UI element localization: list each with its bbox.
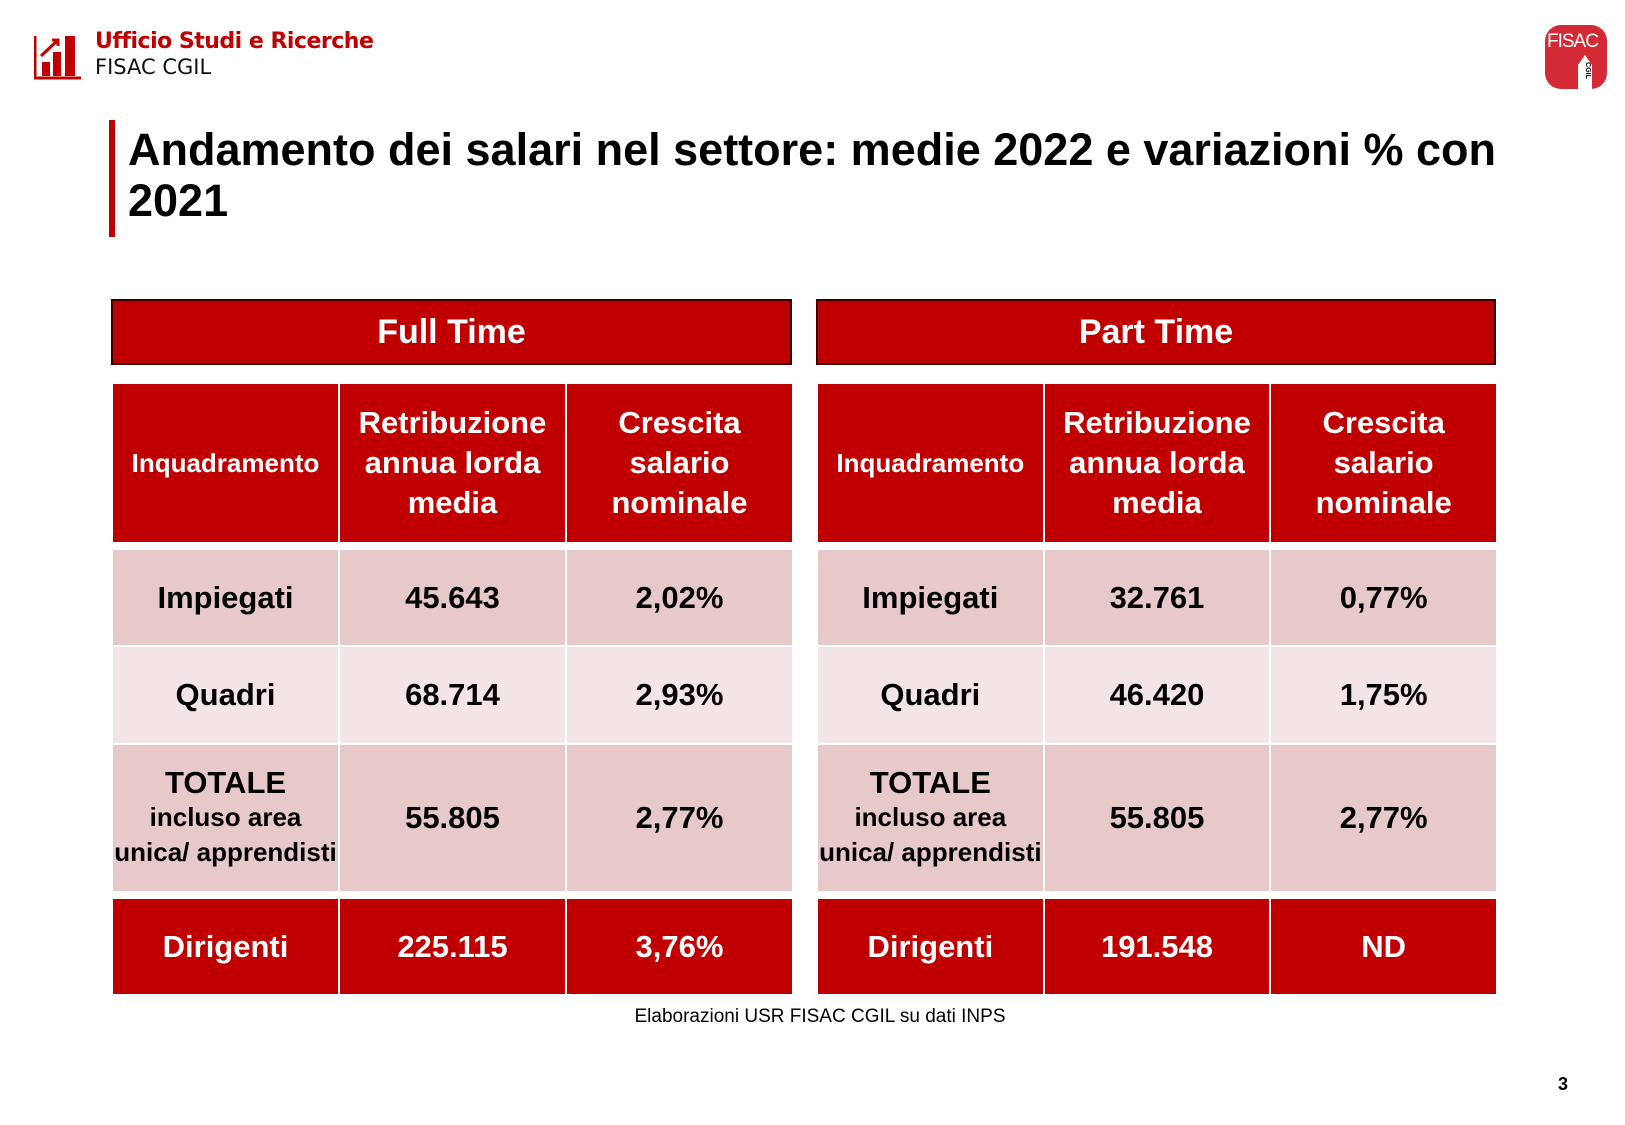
source-note: Elaborazioni USR FISAC CGIL su dati INPS (634, 1006, 1006, 1027)
cell: 32.761 (1044, 550, 1270, 645)
cell: 55.805 (340, 745, 565, 891)
cell: 68.714 (340, 647, 565, 743)
cell: Impiegati (113, 550, 338, 645)
cell: Quadri (818, 647, 1043, 743)
cell: Quadri (113, 647, 338, 743)
table-row: Impiegati 45.643 2,02% (113, 550, 792, 645)
table-row-total: TOTALE incluso area unica/ apprendisti 55.… (113, 745, 792, 891)
cell: 0,77% (1271, 550, 1496, 645)
total-label: TOTALE (869, 765, 991, 800)
cell: 1,75% (1271, 647, 1496, 743)
cell: TOTALE incluso area unica/ apprendisti (113, 745, 338, 891)
cell: 225.115 (340, 899, 565, 994)
column-header: Retribuzione annua lorda media (340, 384, 565, 542)
table-row-total: TOTALE incluso area unica/ apprendisti 55.… (818, 745, 1496, 891)
cell: Impiegati (818, 550, 1043, 645)
cell: 2,77% (567, 745, 792, 891)
table-row-dirigenti: Dirigenti 191.548 ND (818, 899, 1496, 994)
cell: 2,77% (1271, 745, 1496, 891)
column-header: Crescita salario nominale (1271, 384, 1496, 542)
cell: TOTALE incluso area unica/ apprendisti (818, 745, 1043, 891)
cell: 2,02% (567, 550, 792, 645)
cell: 2,93% (567, 647, 792, 743)
cell: 55.805 (1044, 745, 1270, 891)
title-accent-bar (109, 120, 115, 237)
full-time-table: Inquadramento Retribuzione annua lorda me… (111, 382, 794, 996)
fisac-logo: FISAC CGIL (1545, 25, 1607, 89)
table-row: Quadri 68.714 2,93% (113, 647, 792, 743)
cell: 191.548 (1044, 899, 1270, 994)
table-row-dirigenti: Dirigenti 225.115 3,76% (113, 899, 792, 994)
total-sub: incluso area unica/ apprendisti (114, 802, 337, 867)
cell: ND (1271, 899, 1496, 994)
page-title: Andamento dei salari nel settore: medie … (128, 124, 1496, 226)
total-sub: incluso area unica/ apprendisti (819, 802, 1042, 867)
cell: Dirigenti (113, 899, 338, 994)
page-number: 3 (1558, 1074, 1569, 1094)
part-time-table: Inquadramento Retribuzione annua lorda me… (816, 382, 1498, 996)
column-header: Inquadramento (113, 384, 338, 542)
cell: 3,76% (567, 899, 792, 994)
chart-logo-icon (34, 36, 81, 80)
cell: 46.420 (1044, 647, 1270, 743)
column-header: Retribuzione annua lorda media (1044, 384, 1270, 542)
column-header: Crescita salario nominale (567, 384, 792, 542)
cell: Dirigenti (818, 899, 1043, 994)
org-name: Ufficio Studi e Ricerche (95, 29, 374, 54)
logo-sub: CGIL (1583, 62, 1591, 79)
logo-text: FISAC (1547, 31, 1599, 52)
total-label: TOTALE (164, 765, 287, 800)
org-subname: FISAC CGIL (95, 55, 212, 79)
logo-shape-icon (1578, 55, 1592, 89)
column-header: Inquadramento (818, 384, 1043, 542)
part-time-header: Part Time (816, 299, 1496, 365)
table-row: Quadri 46.420 1,75% (818, 647, 1496, 743)
cell: 45.643 (340, 550, 565, 645)
full-time-header: Full Time (111, 299, 792, 365)
table-row: Impiegati 32.761 0,77% (818, 550, 1496, 645)
